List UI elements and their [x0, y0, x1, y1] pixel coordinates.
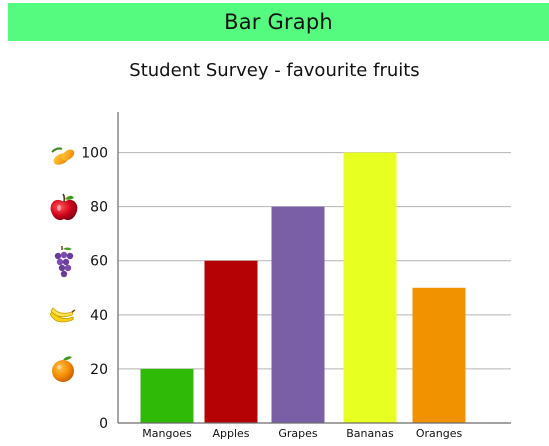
x-tick-label: Mangoes	[142, 427, 192, 440]
grapes-icon	[54, 246, 74, 278]
y-tick-label: 40	[90, 308, 108, 324]
y-tick-label: 100	[81, 146, 108, 162]
y-tick-label: 60	[90, 254, 108, 270]
chart-title: Student Survey - favourite fruits	[129, 60, 420, 81]
y-tick-label: 80	[90, 200, 108, 216]
bar-apples	[204, 260, 258, 423]
y-tick-label: 0	[99, 416, 108, 432]
bar-bananas	[343, 152, 397, 423]
banana-icon	[49, 307, 76, 323]
orange-icon	[52, 356, 74, 382]
apple-icon	[50, 193, 78, 221]
header-bar: Bar Graph	[8, 3, 549, 41]
mango-icon	[51, 147, 75, 165]
x-tick-label: Oranges	[416, 427, 463, 440]
x-tick-label: Apples	[212, 427, 249, 440]
bar-grapes	[271, 206, 325, 423]
header-title: Bar Graph	[224, 10, 333, 34]
x-tick-label: Bananas	[346, 427, 394, 440]
y-tick-label: 20	[90, 362, 108, 378]
x-tick-label: Grapes	[278, 427, 318, 440]
bar-mangoes	[140, 368, 194, 423]
bar-oranges	[412, 287, 466, 423]
